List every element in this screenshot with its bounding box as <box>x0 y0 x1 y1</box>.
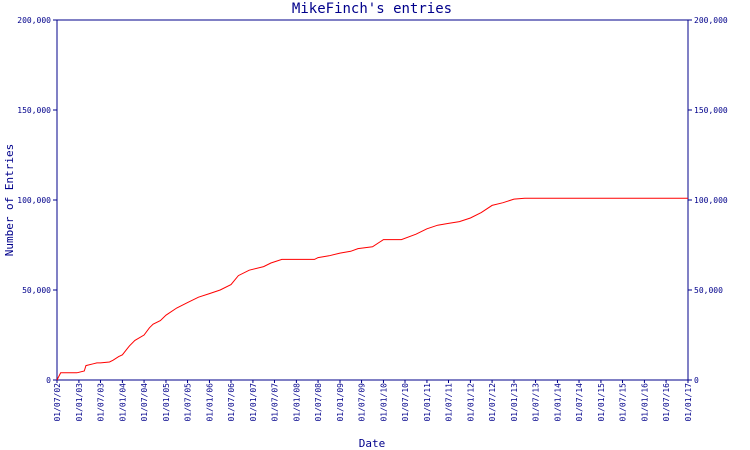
x-tick-label: 01/07/13 <box>532 383 541 422</box>
chart-title: MikeFinch's entries <box>292 1 452 17</box>
y-tick-label-left: 200,000 <box>17 16 51 25</box>
x-tick-label: 01/01/16 <box>640 383 649 422</box>
x-tick-label: 01/01/10 <box>379 383 388 422</box>
x-tick-label: 01/07/11 <box>444 383 453 422</box>
x-tick-label: 01/07/05 <box>184 383 193 422</box>
x-tick-label: 01/07/10 <box>401 383 410 422</box>
x-axis-label: Date <box>359 437 386 450</box>
y-tick-label-right: 100,000 <box>694 196 728 205</box>
y-tick-label-right: 50,000 <box>694 286 723 295</box>
x-tick-label: 01/07/07 <box>270 383 279 422</box>
x-tick-label: 01/01/03 <box>75 383 84 422</box>
series-group <box>56 197 688 381</box>
y-tick-label-right: 150,000 <box>694 106 728 115</box>
x-tick-label: 01/01/07 <box>249 383 258 422</box>
x-tick-label: 01/07/03 <box>96 383 105 422</box>
y-ticks: 0 0 50,000 50,000 100,000 100,000 150,000 150,0… <box>17 16 728 385</box>
x-tick-label: 01/01/11 <box>423 383 432 422</box>
x-tick-label: 01/07/09 <box>358 383 367 422</box>
x-ticks: 01/07/02 01/01/03 01/07/03 01/01/04 01/07/04… <box>53 380 693 422</box>
x-tick-label: 01/01/12 <box>466 383 475 422</box>
x-tick-label: 01/01/09 <box>336 383 345 422</box>
y-tick-label-left: 150,000 <box>17 106 51 115</box>
x-tick-label: 01/07/08 <box>314 383 323 422</box>
x-tick-label: 01/07/12 <box>488 383 497 422</box>
y-tick-label-left: 50,000 <box>22 286 51 295</box>
y-tick-label-left: 0 <box>46 376 51 385</box>
x-tick-label: 01/01/06 <box>205 383 214 422</box>
x-tick-label: 01/01/15 <box>597 383 606 422</box>
x-tick-label: 01/01/17 <box>684 383 693 422</box>
x-tick-label: 01/01/13 <box>510 383 519 422</box>
x-tick-label: 01/07/16 <box>662 383 671 422</box>
y-axis-label: Number of Entries <box>3 144 16 257</box>
y-tick-label-left: 100,000 <box>17 196 51 205</box>
x-tick-label: 01/01/04 <box>118 383 127 422</box>
x-tick-label: 01/07/06 <box>227 383 236 422</box>
x-tick-label: 01/01/14 <box>553 383 562 422</box>
x-tick-label: 01/07/04 <box>140 383 149 422</box>
y-tick-label-right: 0 <box>694 376 699 385</box>
x-tick-label: 01/07/15 <box>618 383 627 422</box>
x-tick-label: 01/01/08 <box>292 383 301 422</box>
series-line <box>56 197 688 381</box>
x-tick-label: 01/07/02 <box>53 383 62 422</box>
x-tick-label: 01/07/14 <box>575 383 584 422</box>
y-tick-label-right: 200,000 <box>694 16 728 25</box>
x-tick-label: 01/01/05 <box>162 383 171 422</box>
